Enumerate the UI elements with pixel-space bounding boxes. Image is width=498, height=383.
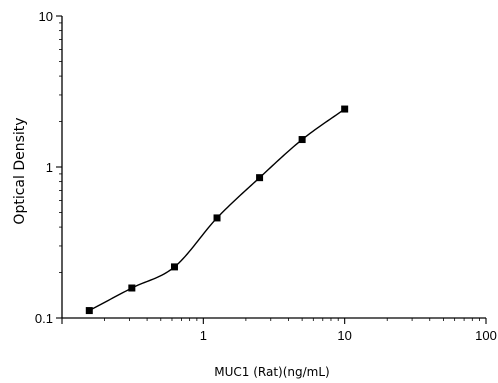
fit-curve-group <box>88 108 346 312</box>
data-point <box>341 105 349 113</box>
y-axis-title: Optical Density <box>12 117 28 224</box>
axes: 0.1 1 10 1 10 100 <box>35 9 497 343</box>
data-point <box>256 174 264 182</box>
data-point <box>170 263 178 271</box>
y-tick-label: 1 <box>46 160 53 175</box>
data-point <box>85 307 93 315</box>
x-tick-label: 1 <box>200 328 207 343</box>
data-points <box>85 105 349 315</box>
fit-curve <box>88 108 346 312</box>
x-tick-label: 10 <box>337 328 351 343</box>
x-tick-label: 100 <box>475 328 497 343</box>
y-tick-label: 10 <box>39 9 53 24</box>
x-axis-title: MUC1 (Rat)(ng/mL) <box>214 365 329 379</box>
data-point <box>128 284 136 292</box>
data-point <box>213 214 221 222</box>
data-point <box>298 136 306 144</box>
y-tick-label: 0.1 <box>35 311 53 326</box>
